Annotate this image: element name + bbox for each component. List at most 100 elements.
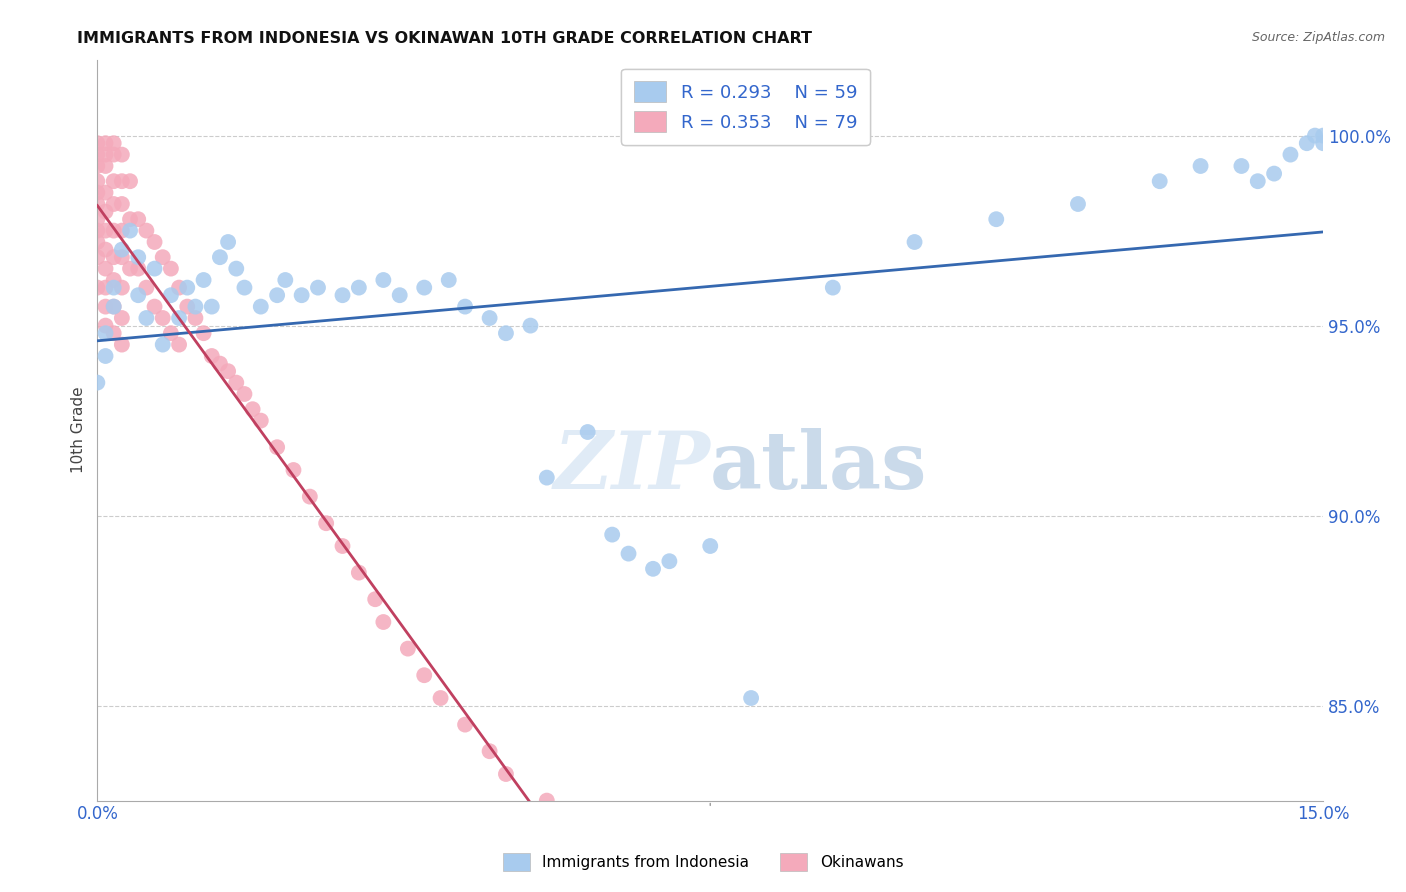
Point (167, 280, 190, 294)
Point (94, 159, 117, 173)
Point (364, 592, 387, 607)
Point (103, 147, 125, 161)
Point (478, 311, 501, 326)
Point (94, 136, 117, 151)
Point (315, 516, 337, 531)
Point (478, 744, 501, 758)
Point (86, 186, 108, 200)
Point (167, 337, 190, 351)
Point (86, 376, 108, 390)
Point (1312, 136, 1334, 151)
Y-axis label: 10th Grade: 10th Grade (72, 387, 86, 474)
Point (94, 349, 117, 363)
Point (291, 288, 314, 302)
Point (86, 159, 108, 173)
Point (167, 311, 190, 326)
Point (233, 280, 256, 294)
Point (193, 273, 215, 287)
Point (94, 300, 117, 314)
Point (217, 235, 239, 249)
Point (103, 197, 125, 211)
Point (94, 224, 117, 238)
Point (118, 261, 141, 276)
Point (413, 668, 436, 682)
Point (1312, 128, 1334, 143)
Point (699, 539, 721, 553)
Point (1303, 128, 1326, 143)
Point (86, 136, 108, 151)
Point (536, 794, 558, 808)
Point (94, 186, 117, 200)
Point (332, 539, 354, 553)
Text: atlas: atlas (710, 428, 928, 506)
Point (103, 326, 125, 341)
Point (86, 280, 108, 294)
Point (152, 250, 174, 264)
Point (233, 387, 256, 401)
Point (86, 224, 108, 238)
Point (454, 300, 477, 314)
Point (1263, 167, 1285, 181)
Point (283, 463, 305, 477)
Point (94, 261, 117, 276)
Point (94, 147, 117, 161)
Point (1149, 174, 1171, 188)
Point (111, 280, 134, 294)
Point (103, 224, 125, 238)
Point (103, 250, 125, 264)
Point (429, 691, 451, 706)
Point (201, 349, 224, 363)
Point (658, 554, 681, 568)
Point (94, 280, 117, 294)
Point (103, 174, 125, 188)
Point (86, 174, 108, 188)
Point (298, 490, 321, 504)
Point (266, 440, 288, 454)
Point (160, 261, 183, 276)
Point (1247, 174, 1270, 188)
Point (388, 288, 411, 302)
Point (111, 147, 134, 161)
Point (86, 197, 108, 211)
Point (495, 326, 517, 341)
Point (111, 337, 134, 351)
Point (111, 224, 134, 238)
Point (111, 197, 134, 211)
Point (495, 767, 517, 781)
Point (103, 300, 125, 314)
Point (152, 311, 174, 326)
Point (94, 243, 117, 257)
Point (160, 326, 183, 341)
Point (307, 280, 329, 294)
Point (536, 470, 558, 484)
Point (86, 212, 108, 227)
Point (103, 273, 125, 287)
Point (127, 212, 149, 227)
Point (152, 337, 174, 351)
Point (135, 224, 157, 238)
Point (94, 204, 117, 219)
Point (193, 326, 215, 341)
Point (103, 280, 125, 294)
Point (103, 300, 125, 314)
Point (86, 250, 108, 264)
Point (1067, 197, 1090, 211)
Point (821, 280, 844, 294)
Point (519, 318, 541, 333)
Point (135, 280, 157, 294)
Point (135, 311, 157, 326)
Legend: Immigrants from Indonesia, Okinawans: Immigrants from Indonesia, Okinawans (496, 847, 910, 877)
Point (127, 288, 149, 302)
Point (617, 547, 640, 561)
Point (143, 300, 166, 314)
Point (641, 562, 664, 576)
Point (201, 300, 224, 314)
Point (437, 273, 460, 287)
Point (454, 717, 477, 731)
Point (373, 273, 395, 287)
Point (249, 300, 271, 314)
Point (576, 425, 599, 439)
Point (903, 235, 925, 249)
Point (217, 364, 239, 378)
Point (600, 527, 623, 541)
